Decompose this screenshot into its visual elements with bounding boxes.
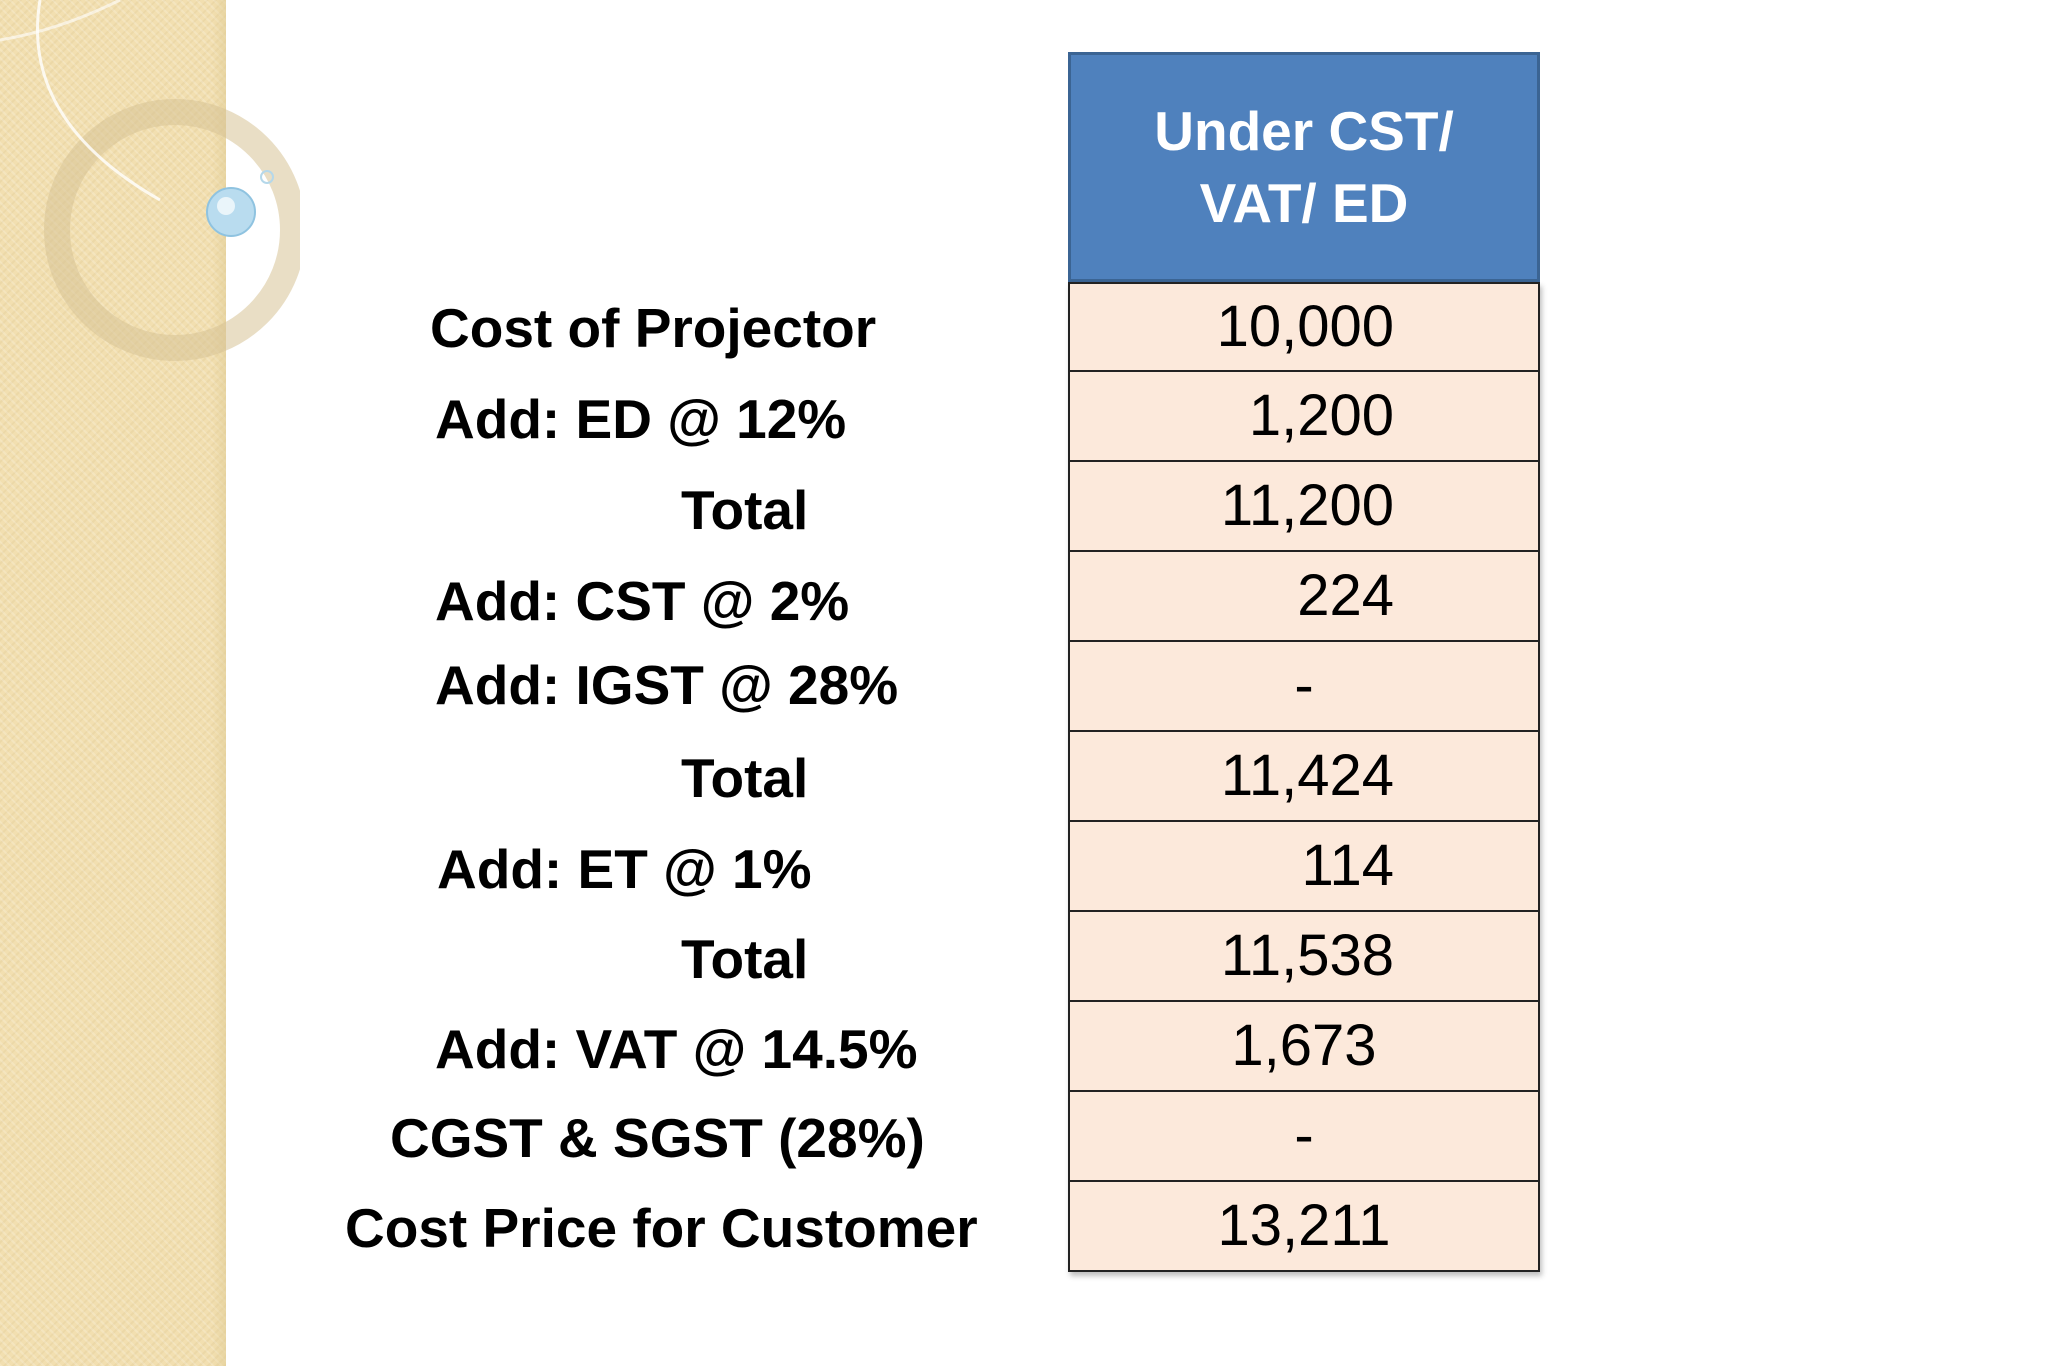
column-header-line-2: VAT/ ED <box>1199 172 1409 234</box>
value-cell-add-igst: - <box>1068 642 1540 732</box>
value-cell-add-et: 114 <box>1068 822 1540 912</box>
row-label-add-ed: Add: ED @ 12% <box>435 388 847 450</box>
value-cell-total-3: 11,538 <box>1068 912 1540 1002</box>
row-label-total-3: Total <box>681 928 809 990</box>
value-cell-cost-of-projector: 10,000 <box>1068 282 1540 372</box>
row-label-cost-price-customer: Cost Price for Customer <box>345 1197 978 1259</box>
value-cell-add-cst: 224 <box>1068 552 1540 642</box>
row-label-total-2: Total <box>681 747 809 809</box>
row-label-add-et: Add: ET @ 1% <box>437 838 812 900</box>
row-label-total-1: Total <box>681 479 809 541</box>
row-label-add-vat: Add: VAT @ 14.5% <box>435 1018 918 1080</box>
value-cell-total-2: 11,424 <box>1068 732 1540 822</box>
column-header-line-1: Under CST/ <box>1154 100 1454 162</box>
column-header-under-cst-vat-ed: Under CST/ VAT/ ED <box>1068 52 1540 282</box>
decorative-side-band <box>0 0 226 1366</box>
value-cell-total-1: 11,200 <box>1068 462 1540 552</box>
row-label-cgst-sgst: CGST & SGST (28%) <box>390 1107 925 1169</box>
value-column: 10,000 1,200 11,200 224 - 11,424 114 11,… <box>1068 282 1540 1272</box>
row-label-cost-of-projector: Cost of Projector <box>430 297 877 359</box>
row-label-add-igst: Add: IGST @ 28% <box>435 654 899 716</box>
decorative-rings <box>0 0 300 361</box>
value-cell-cost-price-customer: 13,211 <box>1068 1182 1540 1272</box>
row-label-add-cst: Add: CST @ 2% <box>435 570 850 632</box>
value-cell-add-vat: 1,673 <box>1068 1002 1540 1092</box>
value-cell-cgst-sgst: - <box>1068 1092 1540 1182</box>
value-cell-add-ed: 1,200 <box>1068 372 1540 462</box>
